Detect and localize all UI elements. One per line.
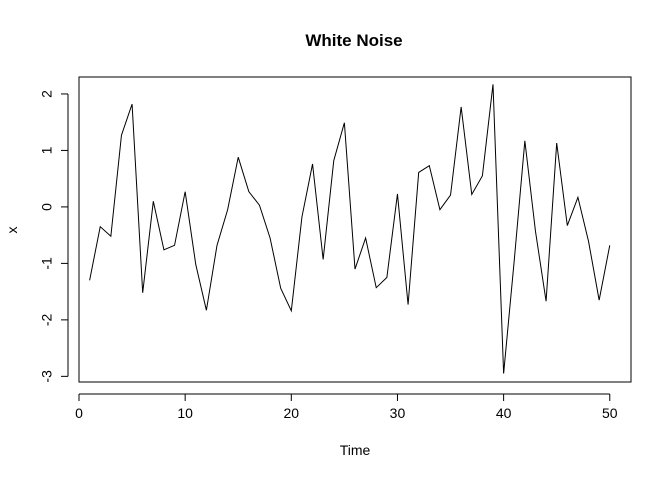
y-tick-label: 0 (39, 203, 55, 211)
x-tick-label: 10 (177, 405, 193, 421)
y-axis-label: x (4, 227, 20, 234)
x-axis: 0 10 20 30 40 50 (75, 393, 618, 421)
x-tick-label: 40 (496, 405, 512, 421)
series-line (89, 84, 611, 374)
y-tick-label: -3 (39, 370, 55, 383)
x-tick-label: 20 (284, 405, 300, 421)
x-tick-label: 30 (390, 405, 406, 421)
series-group (89, 84, 611, 374)
x-tick-label: 50 (602, 405, 618, 421)
x-axis-label: Time (340, 442, 371, 458)
y-tick-label: 2 (39, 90, 55, 98)
y-tick-label: -1 (39, 257, 55, 270)
y-tick-label: 1 (39, 146, 55, 154)
y-tick-label: -2 (39, 313, 55, 326)
plot-frame (78, 76, 632, 383)
chart-title: White Noise (305, 31, 402, 50)
x-tick-label: 0 (75, 405, 83, 421)
y-axis: -3 -2 -1 0 1 2 (39, 90, 69, 383)
